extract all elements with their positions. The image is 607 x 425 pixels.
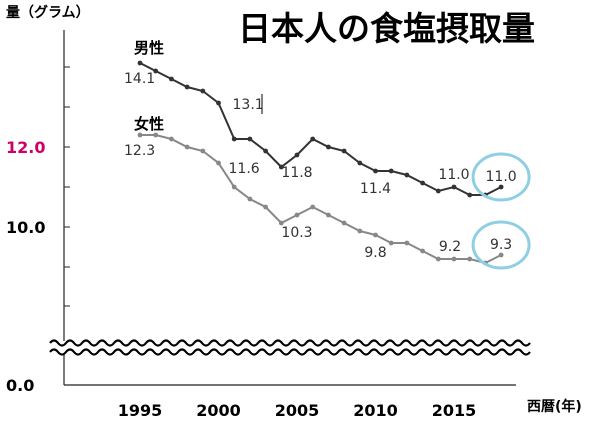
x-tick-label: 1995	[118, 401, 163, 420]
data-point	[184, 84, 190, 90]
data-label: 11.4	[360, 181, 391, 197]
series-label: 男性	[134, 39, 164, 57]
axis-break-wave	[49, 339, 531, 347]
data-point	[341, 148, 347, 154]
y-tick-label: 0.0	[6, 376, 34, 395]
data-point	[451, 256, 457, 262]
data-point	[200, 88, 206, 94]
data-point	[420, 180, 425, 186]
data-point	[294, 212, 300, 218]
chart-title: 日本人の食塩摂取量	[238, 9, 535, 48]
data-point	[294, 152, 300, 158]
data-point	[169, 76, 174, 82]
data-point	[247, 196, 253, 202]
data-point	[184, 144, 190, 150]
data-point	[216, 160, 221, 166]
data-point	[467, 256, 473, 262]
data-label: 10.3	[281, 225, 312, 241]
data-label: 11.6	[229, 161, 260, 177]
data-point	[231, 184, 237, 190]
data-point	[263, 204, 268, 210]
data-label: 13.1	[233, 97, 264, 113]
data-point	[326, 212, 331, 218]
data-point	[310, 136, 316, 142]
data-point	[278, 164, 284, 170]
x-tick-label: 2005	[275, 401, 320, 420]
data-point	[326, 144, 331, 150]
data-point	[467, 192, 473, 198]
x-tick-label: 2000	[196, 401, 241, 420]
data-label: 11.0	[486, 169, 517, 185]
x-axis-label: 西暦(年)	[527, 399, 582, 415]
series-line-female	[140, 134, 502, 265]
data-point	[373, 232, 378, 238]
data-point	[435, 188, 441, 194]
data-point	[373, 168, 378, 174]
x-tick-label: 2010	[353, 401, 398, 420]
data-point	[388, 240, 394, 246]
data-label: 12.3	[124, 143, 155, 159]
data-point	[231, 136, 237, 142]
series-line-male	[139, 62, 502, 196]
data-point	[404, 240, 410, 246]
y-tick-label: 10.0	[6, 218, 45, 237]
series-label: 女性	[134, 115, 164, 133]
data-point	[357, 228, 363, 234]
data-label: 9.8	[364, 245, 386, 261]
data-point	[498, 184, 504, 190]
data-point	[169, 136, 174, 142]
data-label: 9.2	[439, 239, 461, 255]
data-label: 9.3	[490, 237, 512, 253]
axis-break-wave	[49, 348, 531, 356]
y-axis-label: 量（グラム）	[6, 5, 90, 21]
data-label: 11.0	[438, 167, 469, 183]
data-point	[137, 60, 143, 66]
data-point	[388, 168, 394, 174]
data-point	[216, 100, 221, 106]
data-point	[310, 204, 316, 210]
data-point	[435, 256, 441, 262]
data-label: 14.1	[124, 71, 155, 87]
data-point	[498, 252, 504, 258]
data-point	[200, 148, 206, 154]
data-point	[153, 132, 159, 138]
data-point	[278, 220, 284, 226]
highlight-circle	[471, 220, 531, 270]
data-point	[247, 136, 253, 142]
data-point	[357, 160, 363, 166]
data-point	[153, 68, 159, 74]
data-point	[420, 248, 425, 254]
data-point	[263, 148, 268, 154]
data-point	[404, 172, 410, 178]
data-point	[137, 132, 143, 138]
highlight-circle	[471, 152, 531, 202]
x-tick-label: 2015	[432, 401, 477, 420]
data-point	[451, 184, 457, 190]
data-label: 11.8	[281, 165, 312, 181]
y-tick-label: 12.0	[6, 138, 45, 157]
data-point	[341, 220, 347, 226]
